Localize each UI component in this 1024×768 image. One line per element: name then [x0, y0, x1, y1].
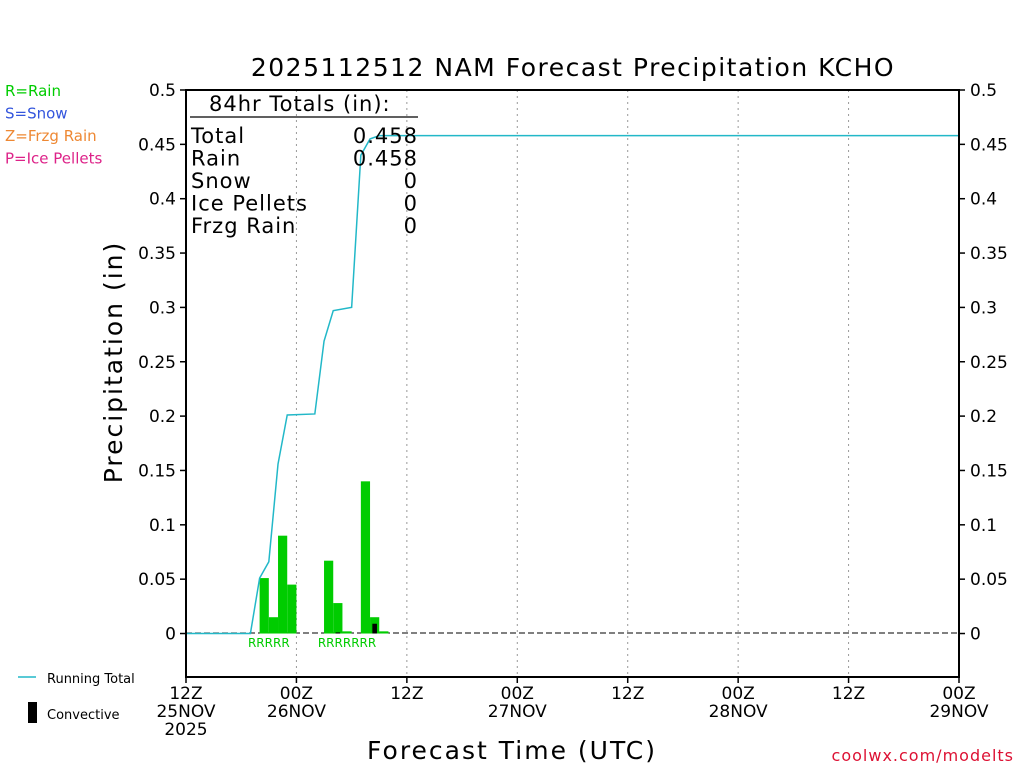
totals-row-value: 0 — [404, 192, 418, 216]
y-tick-label: 0.25 — [970, 353, 1008, 373]
running-total-legend-label: Running Total — [47, 672, 135, 687]
y-tick-label: 0 — [165, 625, 176, 645]
precip-type-legend-item: P=Ice Pellets — [5, 150, 102, 168]
totals-box: 84hr Totals (in): Total 0.458 Rain 0.458 Snow… — [190, 92, 418, 238]
precip-type-legend-item: S=Snow — [5, 105, 68, 123]
x-tick-label: 00Z — [942, 684, 975, 704]
y-tick-label: 0.05 — [970, 570, 1008, 590]
totals-heading: 84hr Totals (in): — [209, 92, 391, 116]
convective-legend-swatch — [28, 702, 37, 723]
convective-legend: Convective — [28, 702, 120, 723]
y-tick-label: 0.35 — [138, 244, 176, 264]
y-tick-label: 0.15 — [970, 461, 1008, 481]
totals-row-value: 0 — [404, 214, 418, 238]
y-axis-right: 0 0.05 0.1 0.15 0.2 0.25 0.3 0.35 0.4 0.45 0.5 — [959, 81, 1008, 645]
y-tick-label: 0.4 — [970, 190, 997, 210]
precip-type-mark: RRRRRRR — [318, 636, 376, 650]
y-tick-label: 0.4 — [149, 190, 176, 210]
x-tick-label: 28NOV — [709, 702, 768, 722]
y-tick-label: 0.05 — [138, 570, 176, 590]
y-tick-label: 0 — [970, 625, 981, 645]
precip-bars — [259, 481, 389, 634]
x-tick-label: 00Z — [280, 684, 313, 704]
running-total-line — [186, 134, 959, 635]
y-tick-label: 0.35 — [970, 244, 1008, 264]
rain-bar — [278, 535, 288, 634]
y-tick-label: 0.3 — [970, 298, 997, 318]
rain-bar — [287, 584, 297, 634]
precip-type-mark: RRRRR — [248, 636, 290, 650]
x-axis-label: Forecast Time (UTC) — [367, 736, 657, 765]
x-tick-label: 27NOV — [488, 702, 547, 722]
rain-bar — [342, 631, 352, 634]
x-tick-label: 25NOV — [156, 702, 215, 722]
precip-type-marks: RRRRR RRRRRRR — [248, 636, 376, 650]
y-tick-label: 0.5 — [970, 81, 997, 101]
totals-row-label: Ice Pellets — [191, 192, 308, 216]
x-tick-label: 2025 — [164, 720, 207, 740]
totals-row-value: 0.458 — [353, 124, 418, 148]
y-tick-label: 0.1 — [149, 516, 176, 536]
precip-type-legend-item: R=Rain — [5, 82, 61, 100]
x-tick-label: 00Z — [501, 684, 534, 704]
precip-type-legend: R=Rain S=Snow Z=Frzg Rain P=Ice Pellets — [5, 82, 102, 168]
rain-bar — [360, 481, 371, 634]
rain-bar — [259, 578, 269, 634]
x-tick-label: 12Z — [832, 684, 865, 704]
totals-row-label: Total — [190, 124, 245, 148]
x-tick-label: 12Z — [611, 684, 644, 704]
y-tick-label: 0.5 — [149, 81, 176, 101]
totals-row-value: 0.458 — [353, 147, 418, 171]
y-tick-label: 0.2 — [970, 407, 997, 427]
y-tick-label: 0.2 — [149, 407, 176, 427]
rain-bar — [333, 603, 343, 634]
convective-bar — [335, 632, 341, 634]
precip-type-legend-item: Z=Frzg Rain — [5, 127, 97, 145]
totals-row-label: Rain — [191, 147, 241, 171]
y-axis-left: 0 0.05 0.1 0.15 0.2 0.25 0.3 0.35 0.4 0.45 0.5 — [138, 81, 186, 645]
credit-text: coolwx.com/modelts — [832, 746, 1014, 765]
y-tick-label: 0.45 — [970, 135, 1008, 155]
y-tick-label: 0.1 — [970, 516, 997, 536]
rain-bar — [379, 631, 389, 634]
gridlines — [295, 90, 850, 677]
convective-legend-label: Convective — [47, 708, 120, 723]
rain-bar — [324, 560, 334, 634]
y-tick-label: 0.15 — [138, 461, 176, 481]
y-tick-label: 0.25 — [138, 353, 176, 373]
running-total-legend: Running Total — [18, 672, 135, 687]
x-tick-label: 12Z — [169, 684, 202, 704]
x-tick-label: 29NOV — [929, 702, 988, 722]
x-tick-label: 12Z — [390, 684, 423, 704]
chart-title: 2025112512 NAM Forecast Precipitation KC… — [251, 53, 895, 82]
x-tick-label: 26NOV — [267, 702, 326, 722]
x-tick-label: 00Z — [722, 684, 755, 704]
convective-bar — [372, 623, 377, 634]
y-axis-label: Precipitation (in) — [99, 241, 128, 484]
y-tick-label: 0.45 — [138, 135, 176, 155]
totals-row-label: Frzg Rain — [191, 214, 296, 238]
plot-frame — [185, 89, 960, 678]
totals-row-label: Snow — [191, 169, 252, 193]
y-tick-label: 0.3 — [149, 298, 176, 318]
rain-bar — [268, 617, 279, 634]
totals-row-value: 0 — [404, 169, 418, 193]
